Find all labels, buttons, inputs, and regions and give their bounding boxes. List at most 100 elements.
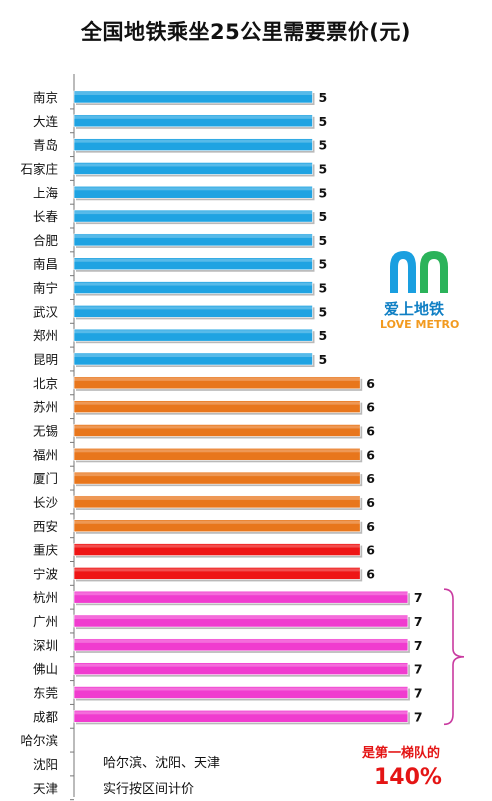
category-label: 郑州 <box>33 328 58 343</box>
category-label: 厦门 <box>33 471 58 486</box>
bar-highlight <box>74 282 313 286</box>
category-label: 深圳 <box>33 638 58 653</box>
value-label: 5 <box>319 90 328 105</box>
bar <box>73 138 313 151</box>
bar-highlight <box>74 568 361 572</box>
value-label: 7 <box>414 709 423 724</box>
category-label: 长春 <box>33 209 59 224</box>
bar-highlight <box>74 592 408 596</box>
bar <box>73 233 313 247</box>
bar <box>73 209 313 223</box>
category-label: 广州 <box>33 614 58 629</box>
bar-highlight <box>74 401 361 405</box>
value-label: 5 <box>319 138 328 153</box>
logo-left-arch <box>390 251 416 293</box>
logo-name-cn: 爱上地铁 <box>384 300 445 318</box>
category-label: 苏州 <box>33 400 58 415</box>
bar-highlight <box>74 425 361 429</box>
bar <box>73 162 313 175</box>
bar-highlight <box>74 163 313 167</box>
value-label: 7 <box>414 662 423 677</box>
bar <box>73 638 409 652</box>
bar <box>73 686 409 699</box>
bar <box>73 352 313 366</box>
bar <box>73 710 409 723</box>
value-label: 6 <box>366 400 375 415</box>
category-label: 天津 <box>33 781 58 796</box>
chart-title: 全国地铁乘坐25公里需要票价(元) <box>81 20 411 44</box>
value-label: 5 <box>319 352 328 367</box>
callout-text: 是第一梯队的 <box>362 746 441 761</box>
value-label: 5 <box>319 257 328 272</box>
bar <box>73 447 361 461</box>
category-label: 大连 <box>33 114 59 129</box>
value-label: 5 <box>319 281 328 296</box>
bar <box>73 471 361 485</box>
value-label: 7 <box>414 614 423 629</box>
bar-highlight <box>74 663 408 667</box>
bar-highlight <box>74 330 313 334</box>
bar-highlight <box>74 520 361 524</box>
bar <box>73 590 409 604</box>
value-label: 6 <box>366 566 375 581</box>
category-label: 沈阳 <box>33 757 58 772</box>
category-label: 青岛 <box>33 138 58 153</box>
value-label: 5 <box>319 161 328 176</box>
value-label: 6 <box>366 376 375 391</box>
category-label: 福州 <box>33 447 58 462</box>
bar-highlight <box>74 544 361 548</box>
value-label: 5 <box>319 114 328 129</box>
value-label: 5 <box>319 328 328 343</box>
group-brace <box>443 588 465 726</box>
category-label: 武汉 <box>33 304 59 319</box>
value-label: 6 <box>366 423 375 438</box>
value-label: 6 <box>366 471 375 486</box>
value-label: 7 <box>414 590 423 605</box>
category-label: 昆明 <box>33 352 58 367</box>
love-metro-logo <box>390 251 448 293</box>
bar-highlight <box>74 306 313 310</box>
bar-highlight <box>74 258 313 262</box>
value-label: 6 <box>366 519 375 534</box>
category-label: 南宁 <box>33 281 58 296</box>
category-label: 重庆 <box>33 543 59 558</box>
bar <box>73 424 361 437</box>
pricing-note-line2: 实行按区间计价 <box>103 782 195 797</box>
value-label: 6 <box>366 495 375 510</box>
bar <box>73 114 313 128</box>
bar-highlight <box>74 115 313 119</box>
category-label: 宁波 <box>33 566 59 581</box>
category-label: 北京 <box>33 376 58 391</box>
category-label: 西安 <box>33 519 58 534</box>
category-label: 合肥 <box>33 233 59 248</box>
bar <box>73 519 361 533</box>
bar-highlight <box>74 234 313 238</box>
value-label: 7 <box>414 638 423 653</box>
bar <box>73 305 313 318</box>
category-label: 杭州 <box>33 590 58 605</box>
bar <box>73 185 313 199</box>
category-label: 哈尔滨 <box>20 733 58 748</box>
category-label: 东莞 <box>33 686 58 701</box>
bar-highlight <box>74 139 313 143</box>
category-label: 佛山 <box>33 662 58 677</box>
bar <box>73 543 361 556</box>
bar-highlight <box>74 711 408 715</box>
bar-highlight <box>74 377 361 381</box>
pricing-note-line1: 哈尔滨、沈阳、天津 <box>103 756 221 771</box>
value-label: 5 <box>319 304 328 319</box>
bar-highlight <box>74 449 361 453</box>
category-label: 南京 <box>33 90 58 105</box>
bar-highlight <box>74 473 361 477</box>
bar-highlight <box>74 92 313 95</box>
bar <box>73 567 361 580</box>
bar <box>73 257 313 271</box>
bar <box>73 90 313 104</box>
logo-right-arch <box>420 251 448 293</box>
category-label: 上海 <box>33 185 59 200</box>
value-label: 5 <box>319 233 328 248</box>
bar <box>73 495 361 509</box>
category-label: 石家庄 <box>20 161 58 176</box>
bar-highlight <box>74 354 313 358</box>
